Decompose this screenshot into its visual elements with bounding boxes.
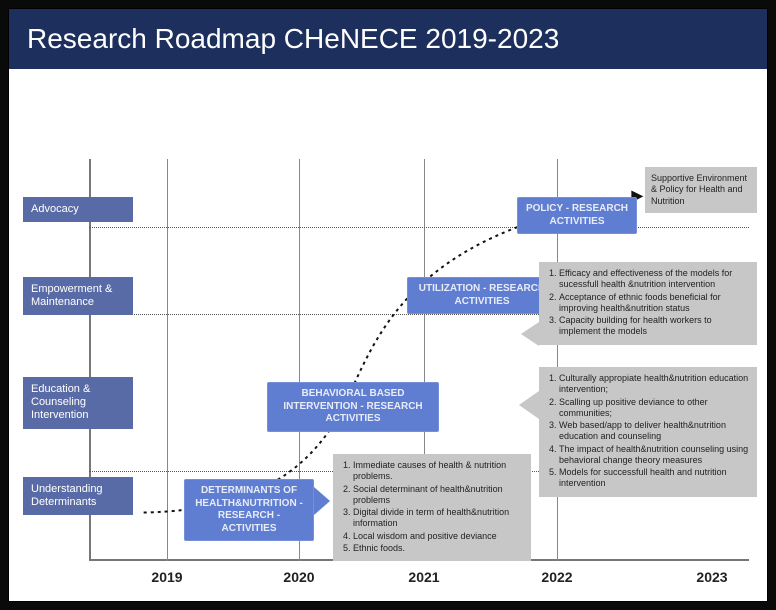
note-behavioral: Culturally appropiate health&nutrition e… — [539, 367, 757, 497]
list-item: Local wisdom and positive deviance — [353, 531, 523, 542]
note-determinants-list: Immediate causes of health & nutrition p… — [339, 460, 523, 554]
year-2023: 2023 — [687, 569, 737, 585]
stage-policy: POLICY - RESEARCH ACTIVITIES — [517, 197, 637, 234]
row-label-education: Education & Counseling Intervention — [23, 377, 133, 429]
stage-determinants: DETERMINANTS OF HEALTH&NUTRITION - RESEA… — [184, 479, 314, 541]
note-determinants: Immediate causes of health & nutrition p… — [333, 454, 531, 561]
callout-behavioral-pointer-icon — [519, 391, 539, 419]
list-item: Immediate causes of health & nutrition p… — [353, 460, 523, 483]
list-item: Culturally appropiate health&nutrition e… — [559, 373, 749, 396]
note-behavioral-list: Culturally appropiate health&nutrition e… — [545, 373, 749, 490]
callout-utilization-pointer-icon — [521, 322, 539, 346]
row-label-empowerment: Empowerment & Maintenance — [23, 277, 133, 315]
gridline-row-advocacy — [89, 227, 749, 228]
stage-utilization: UTILIZATION - RESEARCH ACTIVITIES — [407, 277, 557, 314]
note-utilization: Efficacy and effectiveness of the models… — [539, 262, 757, 345]
year-2019: 2019 — [142, 569, 192, 585]
chart-area: Advocacy Empowerment & Maintenance Educa… — [9, 99, 767, 601]
note-end-goal: Supportive Environment & Policy for Heal… — [645, 167, 757, 213]
list-item: Ethnic foods. — [353, 543, 523, 554]
row-label-advocacy: Advocacy — [23, 197, 133, 222]
stage-determinants-pointer-icon — [314, 487, 330, 515]
year-2021: 2021 — [399, 569, 449, 585]
list-item: Models for successfull health and nutrit… — [559, 467, 749, 490]
year-2022: 2022 — [532, 569, 582, 585]
note-end-goal-text: Supportive Environment & Policy for Heal… — [651, 173, 747, 206]
gridline-2019 — [167, 159, 168, 561]
list-item: The impact of health&nutrition counselin… — [559, 444, 749, 467]
year-2020: 2020 — [274, 569, 324, 585]
list-item: Social determinant of health&nutrition p… — [353, 484, 523, 507]
page-title: Research Roadmap CHeNECE 2019-2023 — [9, 9, 767, 69]
list-item: Capacity building for health workers to … — [559, 315, 749, 338]
note-utilization-list: Efficacy and effectiveness of the models… — [545, 268, 749, 338]
row-label-understanding: Understanding Determinants — [23, 477, 133, 515]
list-item: Web based/app to deliver health&nutritio… — [559, 420, 749, 443]
list-item: Digital divide in term of health&nutriti… — [353, 507, 523, 530]
list-item: Scalling up positive deviance to other c… — [559, 397, 749, 420]
stage-behavioral: BEHAVIORAL BASED INTERVENTION - RESEARCH… — [267, 382, 439, 432]
roadmap-page: Research Roadmap CHeNECE 2019-2023 Advoc… — [8, 8, 768, 602]
list-item: Efficacy and effectiveness of the models… — [559, 268, 749, 291]
list-item: Acceptance of ethnic foods beneficial fo… — [559, 292, 749, 315]
